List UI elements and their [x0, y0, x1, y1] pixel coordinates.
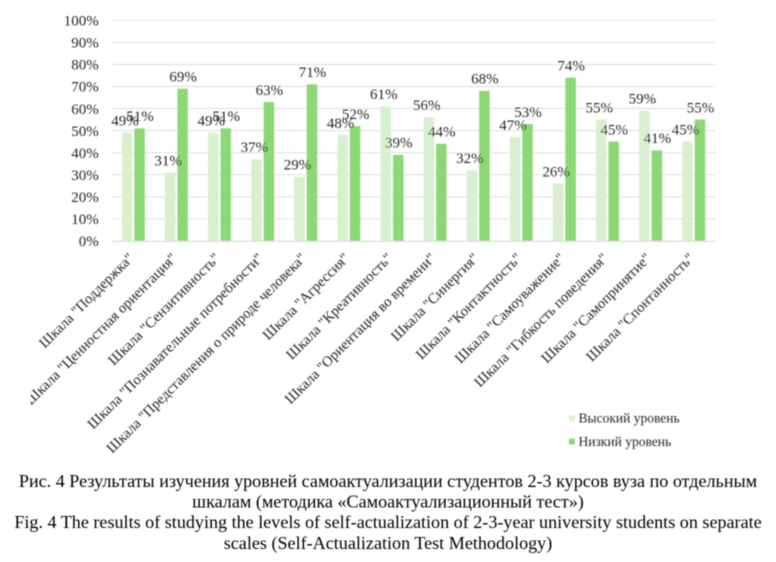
svg-text:60%: 60%	[71, 102, 99, 118]
svg-text:68%: 68%	[471, 72, 499, 88]
svg-text:45%: 45%	[672, 122, 700, 138]
svg-text:37%: 37%	[241, 140, 269, 156]
svg-text:74%: 74%	[557, 59, 585, 75]
svg-text:59%: 59%	[629, 92, 657, 108]
svg-text:Рис. 4 Результаты изучения уро: Рис. 4 Результаты изучения уровней самоа…	[19, 471, 758, 491]
svg-text:0%: 0%	[79, 234, 99, 250]
svg-text:30%: 30%	[71, 168, 99, 184]
svg-text:80%: 80%	[71, 58, 99, 74]
svg-text:41%: 41%	[644, 131, 672, 147]
svg-text:шкалам (методика «Самоактуализ: шкалам (методика «Самоактуализационный т…	[192, 492, 584, 513]
svg-text:29%: 29%	[284, 158, 312, 174]
svg-text:47%: 47%	[499, 118, 527, 134]
svg-text:51%: 51%	[126, 109, 154, 125]
svg-text:scales (Self-Actualization Tes: scales (Self-Actualization Test Methodol…	[224, 533, 553, 554]
svg-text:44%: 44%	[428, 125, 456, 141]
svg-text:Высокий уровень: Высокий уровень	[579, 411, 680, 426]
svg-text:71%: 71%	[299, 65, 327, 81]
svg-text:69%: 69%	[169, 70, 197, 86]
svg-text:100%: 100%	[64, 14, 99, 30]
svg-text:55%: 55%	[687, 100, 715, 116]
svg-text:63%: 63%	[256, 83, 284, 99]
svg-text:49%: 49%	[111, 114, 139, 130]
svg-text:31%: 31%	[154, 153, 182, 169]
svg-text:10%: 10%	[71, 212, 99, 228]
svg-text:56%: 56%	[413, 98, 441, 114]
svg-text:39%: 39%	[385, 136, 413, 152]
svg-text:70%: 70%	[71, 80, 99, 96]
svg-text:32%: 32%	[456, 151, 484, 167]
svg-text:48%: 48%	[327, 116, 355, 132]
svg-text:20%: 20%	[71, 190, 99, 206]
svg-text:50%: 50%	[71, 124, 99, 140]
svg-text:61%: 61%	[370, 87, 398, 103]
svg-text:Низкий уровень: Низкий уровень	[579, 434, 672, 449]
svg-text:40%: 40%	[71, 146, 99, 162]
svg-text:52%: 52%	[342, 107, 370, 123]
svg-text:55%: 55%	[585, 100, 613, 116]
svg-text:Fig. 4 The results of studying: Fig. 4 The results of studying the level…	[14, 512, 761, 532]
svg-text:51%: 51%	[213, 109, 241, 125]
svg-text:90%: 90%	[71, 36, 99, 52]
svg-text:45%: 45%	[600, 122, 628, 138]
svg-text:49%: 49%	[198, 114, 226, 130]
svg-text:53%: 53%	[514, 105, 542, 121]
svg-text:26%: 26%	[542, 164, 570, 180]
